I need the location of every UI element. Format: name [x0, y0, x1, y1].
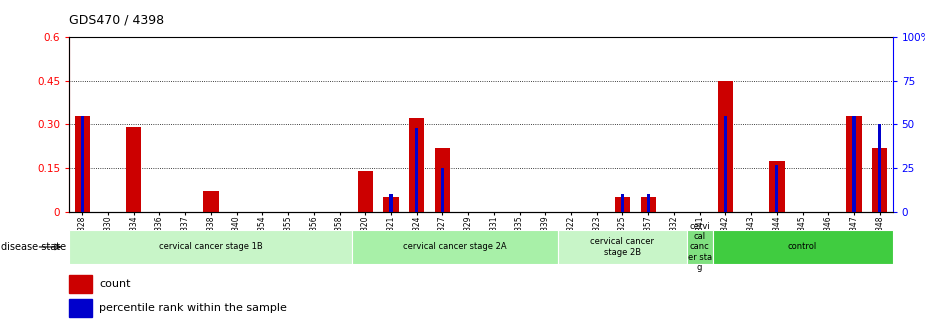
- Bar: [640, 197, 656, 212]
- Bar: [853, 116, 856, 212]
- Bar: [647, 194, 649, 212]
- Text: control: control: [788, 243, 817, 251]
- Bar: [69, 230, 352, 264]
- Bar: [775, 165, 779, 212]
- Bar: [357, 171, 373, 212]
- Text: disease state: disease state: [1, 242, 66, 252]
- Bar: [69, 299, 92, 317]
- Text: cervi
cal
canc
er sta
g: cervi cal canc er sta g: [687, 222, 711, 272]
- Bar: [878, 124, 882, 212]
- Text: cervical cancer stage 2A: cervical cancer stage 2A: [403, 243, 507, 251]
- Text: count: count: [99, 280, 130, 289]
- Bar: [621, 194, 624, 212]
- Bar: [126, 127, 142, 212]
- Bar: [769, 161, 784, 212]
- Bar: [872, 148, 887, 212]
- Bar: [435, 148, 450, 212]
- Bar: [846, 116, 862, 212]
- Bar: [686, 230, 712, 264]
- Bar: [724, 116, 727, 212]
- Bar: [75, 116, 90, 212]
- Text: GDS470 / 4398: GDS470 / 4398: [69, 13, 165, 27]
- Bar: [80, 116, 84, 212]
- Text: cervical cancer
stage 2B: cervical cancer stage 2B: [590, 237, 655, 257]
- Bar: [712, 230, 893, 264]
- Bar: [441, 168, 444, 212]
- Bar: [415, 128, 418, 212]
- Bar: [409, 119, 425, 212]
- Bar: [383, 197, 399, 212]
- Bar: [615, 197, 630, 212]
- Bar: [558, 230, 686, 264]
- Bar: [389, 194, 392, 212]
- Bar: [204, 191, 218, 212]
- Bar: [718, 81, 734, 212]
- Text: percentile rank within the sample: percentile rank within the sample: [99, 303, 287, 313]
- Text: cervical cancer stage 1B: cervical cancer stage 1B: [159, 243, 263, 251]
- Bar: [69, 276, 92, 293]
- Bar: [352, 230, 558, 264]
